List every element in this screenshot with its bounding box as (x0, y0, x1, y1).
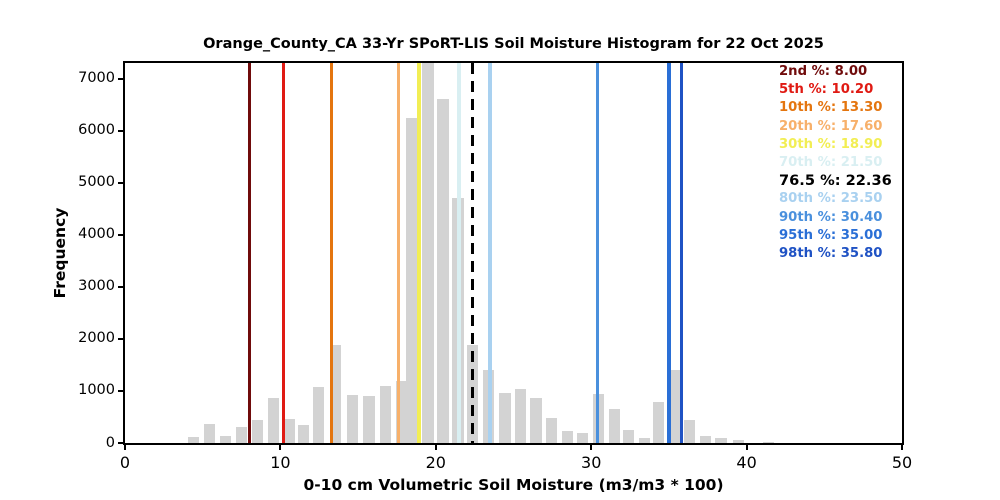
x-axis-label: 0-10 cm Volumetric Soil Moisture (m3/m3 … (303, 476, 724, 494)
y-tick-mark (118, 337, 123, 340)
histogram-bar (267, 398, 279, 443)
histogram-bar (699, 436, 711, 443)
histogram-bar (669, 370, 681, 443)
legend-entry-95th-pct: 95th %: 35.00 (779, 227, 883, 243)
histogram-bar (235, 426, 247, 443)
legend-entry-10th-pct: 10th %: 13.30 (779, 100, 883, 116)
histogram-bar (363, 395, 375, 443)
percentile-line-10th-pct (329, 63, 334, 443)
legend-entry-90th-pct: 90th %: 30.40 (779, 209, 883, 225)
legend-entry-2nd-pct: 2nd %: 8.00 (779, 64, 868, 79)
histogram-bar (379, 386, 391, 443)
percentile-line-20th-pct (396, 63, 401, 443)
x-tick-label: 30 (581, 453, 602, 472)
histogram-bar (546, 417, 558, 443)
y-tick-label: 7000 (78, 70, 115, 87)
y-tick-label: 0 (105, 434, 115, 451)
x-tick-mark (434, 445, 437, 450)
chart-title: Orange_County_CA 33-Yr SPoRT-LIS Soil Mo… (203, 36, 824, 52)
y-tick-label: 1000 (78, 382, 115, 399)
x-tick-label: 0 (119, 453, 131, 472)
histogram-bar (204, 423, 216, 443)
y-tick-label: 6000 (78, 122, 115, 139)
histogram-bar (406, 117, 418, 443)
x-tick-mark (745, 445, 748, 450)
legend-entry-76.5-pct: 76.5 %: 22.36 (779, 172, 892, 190)
y-tick-label: 4000 (78, 226, 115, 243)
percentile-line-80th-pct (488, 63, 492, 443)
histogram-bar (313, 387, 325, 443)
x-tick-mark (590, 445, 593, 450)
histogram-bar (437, 99, 449, 443)
histogram-bar (577, 433, 589, 443)
legend-entry-70th-pct: 70th %: 21.50 (779, 154, 883, 170)
x-tick-label: 10 (270, 453, 291, 472)
plot-area (123, 61, 904, 445)
histogram-bar (684, 420, 696, 443)
histogram-bar (347, 394, 359, 443)
x-tick-mark (124, 445, 126, 450)
histogram-bar (283, 418, 295, 443)
histogram-bar (530, 398, 542, 443)
histogram-bar (514, 388, 527, 443)
y-tick-mark (118, 442, 123, 444)
y-tick-label: 5000 (78, 174, 115, 191)
legend-entry-80th-pct: 80th %: 23.50 (779, 191, 883, 207)
histogram-bar (732, 440, 744, 443)
legend: 2nd %: 8.00 5th %: 10.20 10th %: 13.30 20th… (779, 63, 892, 263)
y-axis-label: Frequency (51, 207, 69, 299)
percentile-line-98th-pct (679, 63, 684, 443)
histogram-bar (251, 419, 263, 443)
legend-entry-30th-pct: 30th %: 18.90 (779, 136, 883, 152)
histogram-bar (653, 401, 665, 443)
histogram-bar (762, 441, 774, 443)
legend-entry-5th-pct: 5th %: 10.20 (779, 82, 874, 98)
histogram-bar (715, 438, 727, 443)
histogram-bar (298, 424, 310, 443)
y-tick-mark (118, 233, 123, 236)
percentile-line-95th-pct (667, 63, 671, 443)
y-tick-label: 3000 (78, 278, 115, 295)
y-tick-mark (118, 181, 123, 184)
histogram-bar (219, 436, 232, 443)
percentile-line-70th-pct (457, 63, 461, 443)
histogram-bar (188, 437, 200, 443)
x-tick-mark (279, 445, 282, 450)
y-tick-mark (118, 77, 123, 80)
y-tick-mark (118, 389, 123, 392)
x-tick-mark (901, 445, 903, 450)
histogram-bar (608, 408, 621, 443)
legend-entry-98th-pct: 98th %: 35.80 (779, 245, 883, 261)
x-tick-label: 20 (425, 453, 446, 472)
x-tick-label: 50 (891, 453, 913, 472)
legend-entry-20th-pct: 20th %: 17.60 (779, 118, 883, 134)
percentile-line-5th-pct (281, 63, 286, 443)
histogram-bar (561, 430, 573, 443)
histogram-bar (395, 380, 407, 443)
percentile-line-76.5-pct (470, 63, 475, 443)
histogram-bar (422, 63, 434, 443)
y-tick-label: 2000 (78, 330, 115, 347)
histogram-bar (499, 393, 511, 443)
percentile-line-30th-pct (417, 63, 421, 443)
y-tick-mark (118, 129, 123, 132)
histogram-bar (330, 344, 342, 443)
percentile-line-2nd-pct (247, 63, 252, 443)
x-tick-label: 40 (736, 453, 757, 472)
histogram-bar (639, 438, 651, 443)
y-tick-mark (118, 285, 123, 288)
histogram-bar (622, 429, 635, 443)
percentile-line-90th-pct (595, 63, 600, 443)
